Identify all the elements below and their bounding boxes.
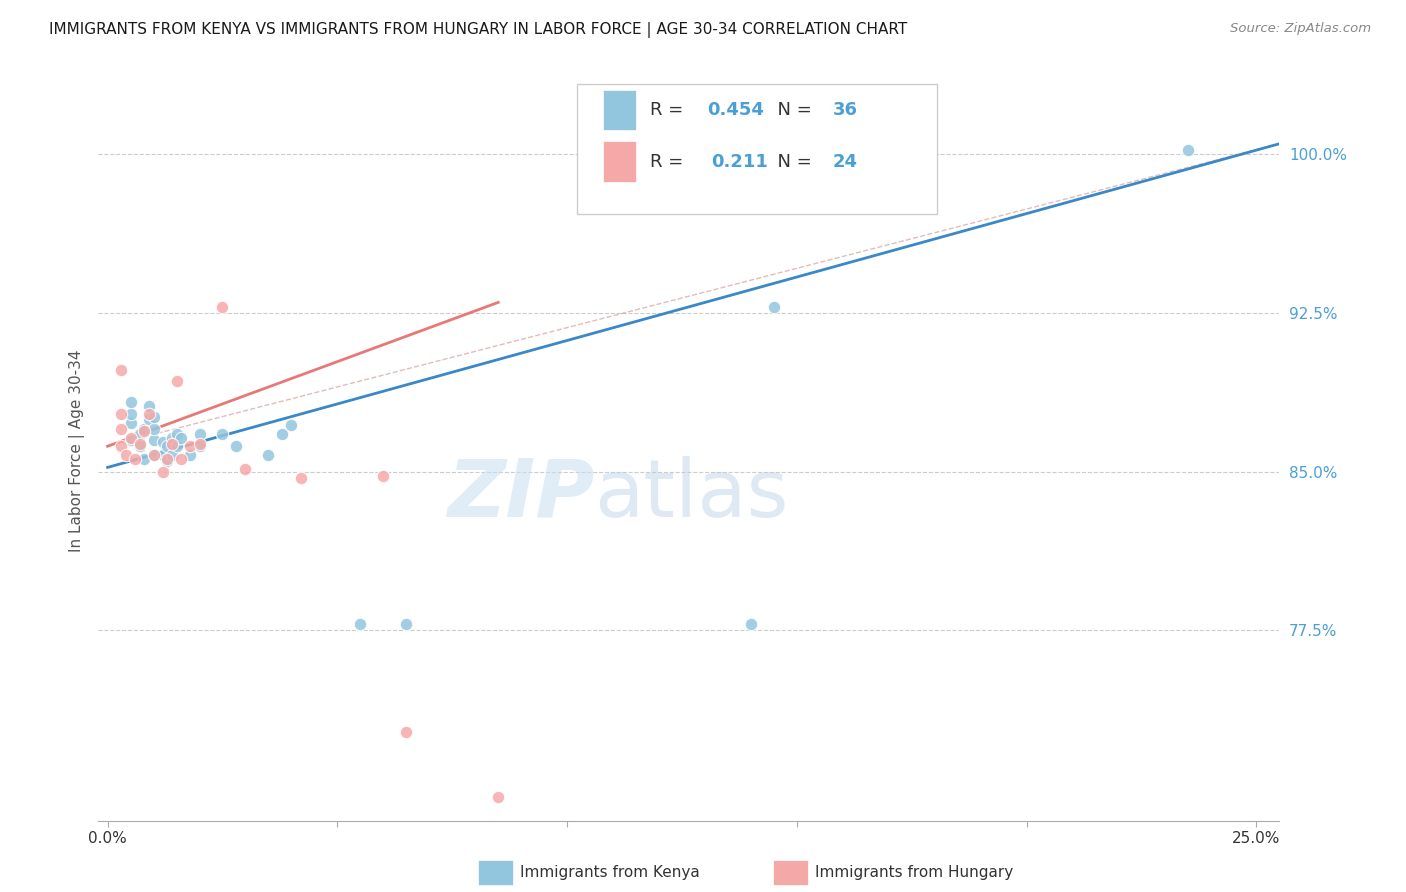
Text: atlas: atlas bbox=[595, 456, 789, 534]
Point bbox=[156, 439, 179, 453]
Point bbox=[142, 409, 165, 424]
Point bbox=[235, 462, 257, 476]
Text: N =: N = bbox=[766, 101, 817, 119]
Point bbox=[179, 448, 201, 462]
Point bbox=[128, 437, 150, 451]
Point bbox=[166, 374, 188, 388]
Point bbox=[290, 471, 312, 485]
Point bbox=[166, 426, 188, 441]
Point bbox=[160, 448, 183, 462]
Point bbox=[280, 418, 302, 433]
Point bbox=[1177, 143, 1199, 157]
Point bbox=[110, 363, 132, 377]
Point bbox=[160, 437, 183, 451]
Point bbox=[120, 431, 142, 445]
Point bbox=[170, 451, 193, 466]
Text: 0.211: 0.211 bbox=[711, 153, 768, 170]
FancyBboxPatch shape bbox=[603, 141, 636, 182]
Point bbox=[110, 408, 132, 422]
Point bbox=[128, 426, 150, 441]
Point bbox=[128, 439, 150, 453]
Point bbox=[134, 451, 156, 466]
Point bbox=[156, 454, 179, 468]
Text: 24: 24 bbox=[832, 153, 858, 170]
Point bbox=[142, 448, 165, 462]
Point bbox=[142, 448, 165, 462]
Text: Immigrants from Kenya: Immigrants from Kenya bbox=[520, 865, 700, 880]
Point bbox=[110, 439, 132, 453]
FancyBboxPatch shape bbox=[576, 84, 936, 213]
Point bbox=[142, 422, 165, 436]
Point bbox=[188, 439, 211, 453]
Point bbox=[188, 426, 211, 441]
Point bbox=[152, 448, 174, 462]
FancyBboxPatch shape bbox=[603, 89, 636, 130]
Point bbox=[156, 451, 179, 466]
Point bbox=[120, 394, 142, 409]
Text: ZIP: ZIP bbox=[447, 456, 595, 534]
Text: 0.454: 0.454 bbox=[707, 101, 763, 119]
Point bbox=[166, 439, 188, 453]
Text: N =: N = bbox=[766, 153, 817, 170]
Point bbox=[160, 431, 183, 445]
Text: R =: R = bbox=[650, 101, 689, 119]
Point bbox=[138, 411, 160, 425]
Point bbox=[170, 431, 193, 445]
Point bbox=[115, 448, 138, 462]
Y-axis label: In Labor Force | Age 30-34: In Labor Force | Age 30-34 bbox=[69, 349, 84, 552]
Text: IMMIGRANTS FROM KENYA VS IMMIGRANTS FROM HUNGARY IN LABOR FORCE | AGE 30-34 CORR: IMMIGRANTS FROM KENYA VS IMMIGRANTS FROM… bbox=[49, 22, 907, 38]
Point bbox=[740, 616, 762, 631]
Point bbox=[120, 433, 142, 447]
Point bbox=[225, 439, 247, 453]
Point bbox=[120, 416, 142, 430]
Point bbox=[138, 399, 160, 413]
Point bbox=[110, 422, 132, 436]
Point bbox=[134, 425, 156, 439]
Point bbox=[395, 616, 418, 631]
Text: Source: ZipAtlas.com: Source: ZipAtlas.com bbox=[1230, 22, 1371, 36]
Point bbox=[134, 422, 156, 436]
Point bbox=[395, 724, 418, 739]
Point bbox=[188, 437, 211, 451]
Point bbox=[179, 439, 201, 453]
Point bbox=[486, 790, 509, 805]
Point bbox=[257, 448, 280, 462]
Point bbox=[211, 300, 233, 314]
Point bbox=[120, 408, 142, 422]
Text: Immigrants from Hungary: Immigrants from Hungary bbox=[815, 865, 1014, 880]
Text: 36: 36 bbox=[832, 101, 858, 119]
Point bbox=[142, 433, 165, 447]
Point bbox=[211, 426, 233, 441]
Point bbox=[762, 300, 785, 314]
Point bbox=[373, 468, 395, 483]
Text: R =: R = bbox=[650, 153, 695, 170]
Point bbox=[152, 465, 174, 479]
Point bbox=[271, 426, 294, 441]
Point bbox=[349, 616, 371, 631]
Point bbox=[152, 435, 174, 450]
Point bbox=[138, 408, 160, 422]
Point bbox=[124, 451, 146, 466]
